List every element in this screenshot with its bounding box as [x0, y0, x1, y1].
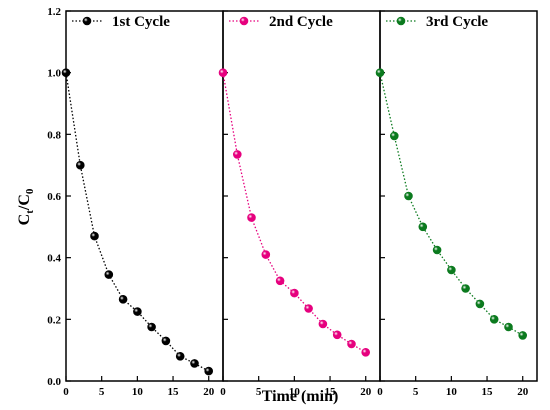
- data-point: [332, 330, 342, 340]
- y-tick-label: 1.0: [47, 68, 61, 80]
- y-tick-label: 0.0: [47, 376, 61, 388]
- y-axis-title: Ct/C0: [16, 188, 36, 225]
- x-tick-label: 0: [63, 386, 69, 398]
- data-point: [204, 366, 213, 376]
- x-tick-label: 5: [256, 386, 262, 398]
- data-point: [76, 160, 85, 170]
- panel-frame: [222, 10, 381, 382]
- x-axis-title: Time (min): [262, 388, 339, 405]
- panel-frame: [65, 10, 224, 382]
- legend-label: 2nd Cycle: [269, 14, 333, 30]
- data-point: [489, 314, 499, 324]
- legend-label: 1st Cycle: [112, 14, 170, 30]
- x-tick-label: 5: [413, 386, 419, 398]
- data-point: [90, 231, 99, 241]
- y-tick-label: 0.4: [47, 253, 61, 265]
- data-point: [504, 322, 513, 332]
- data-point: [290, 288, 299, 298]
- data-point: [175, 351, 185, 361]
- legend-marker: [82, 16, 92, 26]
- y-tick-label: 1.2: [47, 6, 61, 18]
- x-tick-label: 0: [377, 386, 383, 398]
- data-point: [389, 131, 399, 141]
- data-point: [447, 265, 456, 275]
- x-tick-label: 10: [289, 386, 301, 398]
- x-tick-label: 5: [99, 386, 105, 398]
- data-point: [133, 307, 142, 316]
- data-point: [518, 331, 528, 340]
- data-point: [104, 270, 114, 279]
- data-point: [418, 222, 428, 232]
- data-point: [461, 284, 470, 293]
- data-point: [261, 250, 271, 259]
- data-point: [404, 191, 413, 201]
- data-point: [190, 359, 199, 368]
- panel-2: 0 5 10 15 20 2nd Cycle: [218, 10, 381, 398]
- data-point: [432, 245, 442, 255]
- legend-marker: [239, 16, 249, 26]
- x-tick-label: 15: [168, 386, 180, 398]
- data-point: [218, 68, 228, 77]
- data-point: [161, 336, 171, 346]
- y-tick-label: 0.8: [47, 129, 61, 141]
- data-point: [375, 68, 385, 77]
- y-axis-title-sub1: t: [24, 210, 36, 214]
- y-axis-title-slash: /C: [16, 194, 33, 211]
- data-point: [233, 150, 242, 159]
- series-line: [65, 72, 210, 372]
- data-point: [275, 276, 285, 286]
- x-tick-label: 15: [482, 386, 494, 398]
- x-tick-label: 20: [517, 386, 529, 398]
- data-point: [61, 68, 71, 77]
- series-line: [379, 72, 524, 336]
- data-point: [118, 294, 128, 304]
- x-tick-label: 10: [132, 386, 144, 398]
- panel-1: 0 5 10 15 20 0.0 0.2 0.4 0.6 0.8 1.0 1.2 1st Cycle: [47, 6, 224, 398]
- legend-marker: [396, 16, 406, 26]
- series-line: [222, 72, 367, 353]
- data-point: [475, 299, 485, 309]
- y-tick-label: 0.6: [47, 191, 61, 203]
- data-point: [347, 339, 356, 349]
- data-point: [147, 322, 156, 332]
- data-point: [247, 213, 256, 222]
- y-axis-title-main: C: [16, 214, 33, 226]
- x-tick-label: 20: [203, 386, 215, 398]
- panel-frame: [379, 10, 538, 382]
- data-point: [304, 304, 313, 313]
- data-point: [361, 347, 371, 357]
- data-point: [318, 319, 328, 329]
- x-tick-label: 0: [220, 386, 226, 398]
- legend-label: 3rd Cycle: [426, 14, 488, 30]
- y-axis-title-sub2: 0: [24, 188, 36, 194]
- x-tick-label: 15: [325, 386, 337, 398]
- y-tick-label: 0.2: [47, 314, 61, 326]
- plot-layer: 0 5 10 15 20 0.0 0.2 0.4 0.6 0.8 1.0 1.2 1st Cycle 0 5…: [47, 6, 538, 398]
- x-tick-label: 20: [360, 386, 372, 398]
- panel-3: 0 5 10 15 20 3rd Cycle: [375, 10, 538, 398]
- x-tick-label: 10: [446, 386, 458, 398]
